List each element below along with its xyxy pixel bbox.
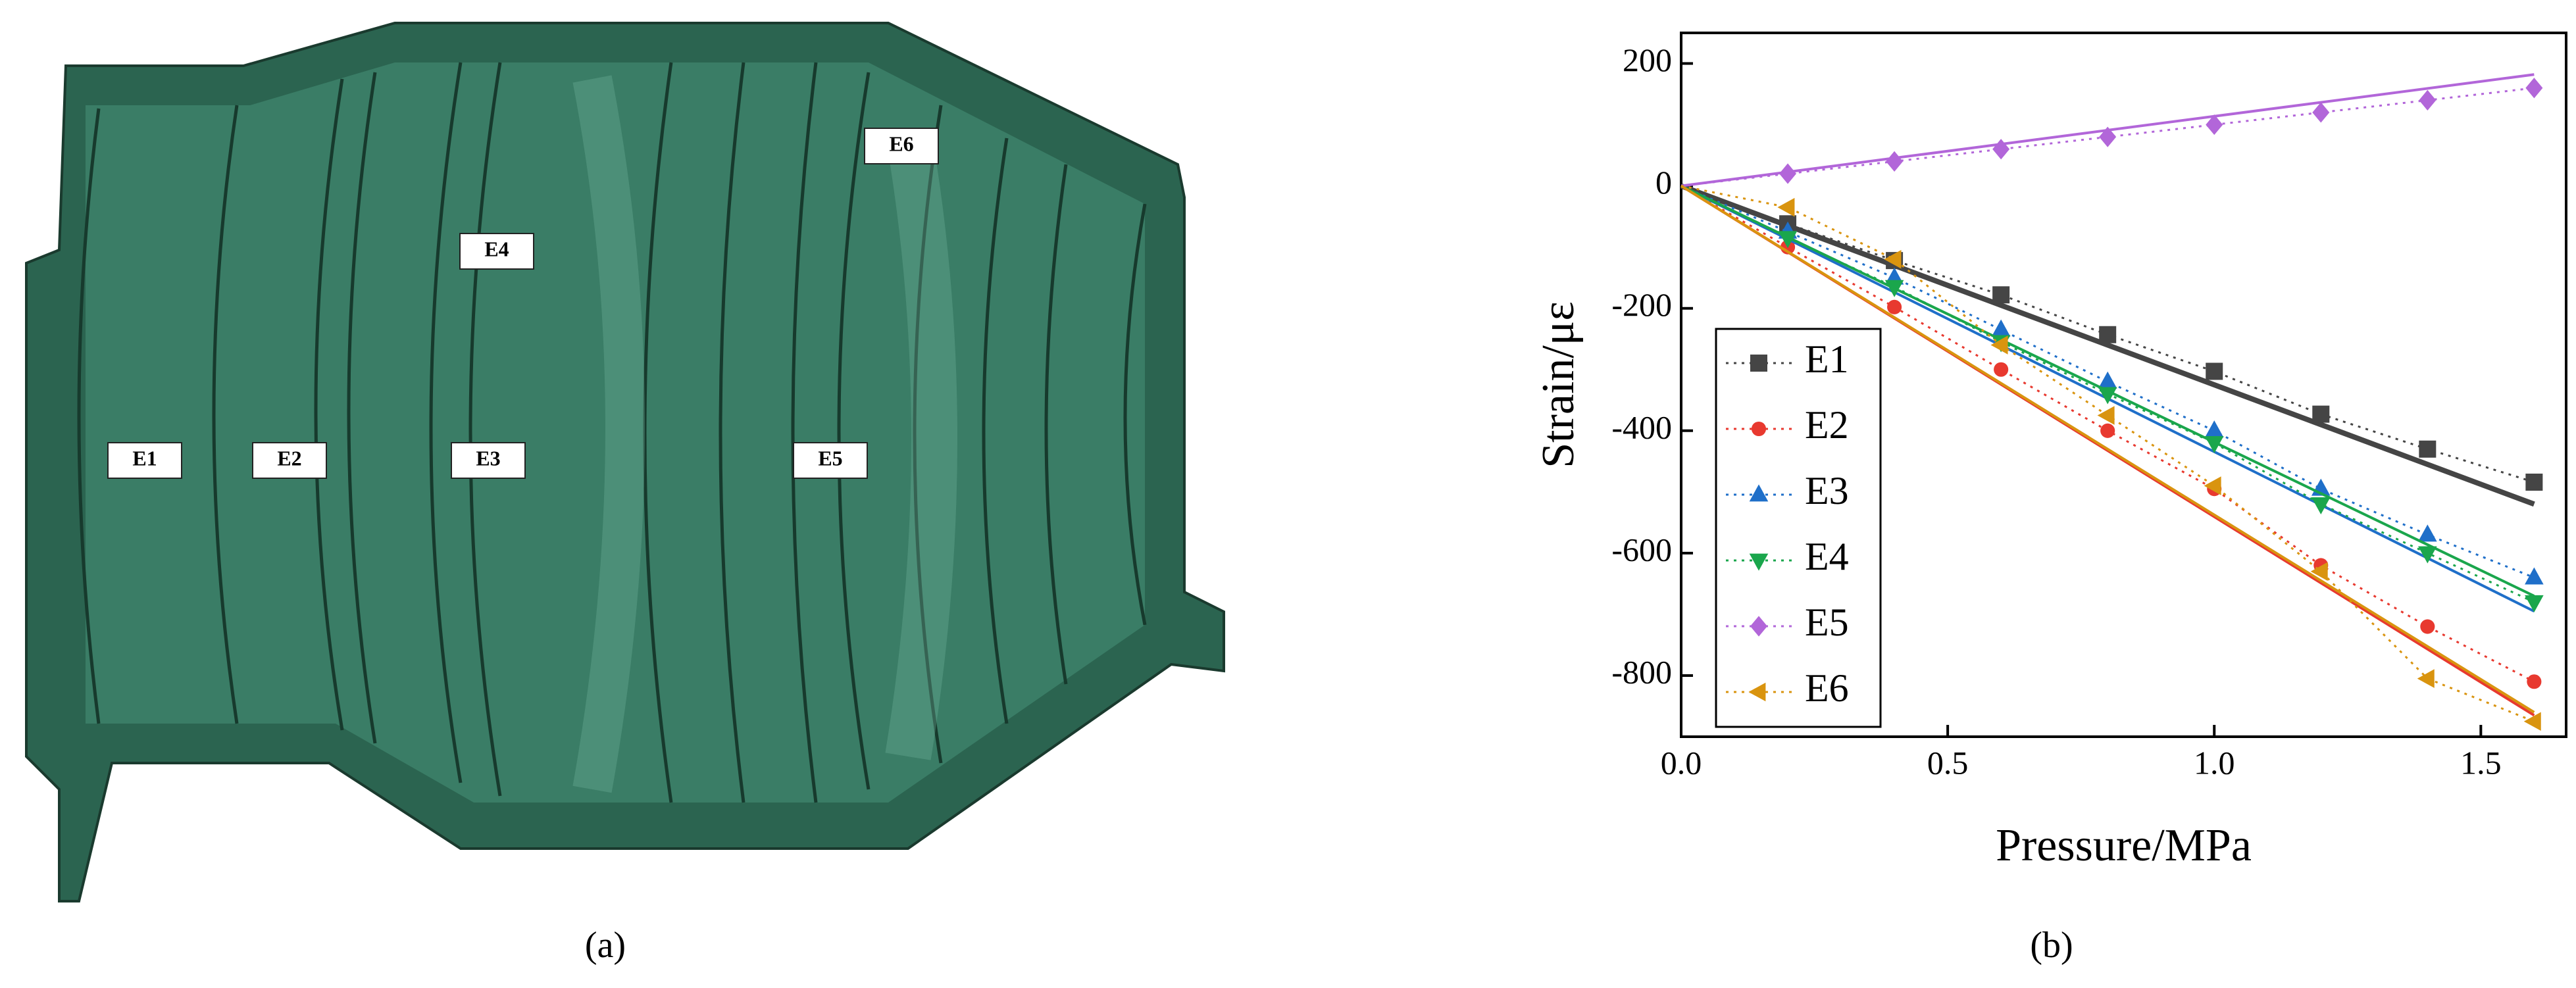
y-tick-label: -800: [1611, 653, 1672, 690]
marker: [2525, 567, 2544, 585]
label-box: [793, 442, 868, 479]
label-box: [107, 442, 182, 479]
legend-marker: [1750, 355, 1767, 372]
y-tick-label: -200: [1611, 286, 1672, 323]
x-tick-label: 1.0: [2194, 744, 2235, 781]
label-box: [864, 128, 939, 164]
marker: [2312, 405, 2330, 423]
y-tick-label: 0: [1655, 164, 1672, 201]
legend-marker: [1750, 616, 1767, 637]
y-axis-title: Strain/με: [1533, 301, 1584, 468]
x-axis-title: Pressure/MPa: [1996, 820, 2252, 871]
marker: [2098, 387, 2117, 405]
marker: [2099, 326, 2117, 343]
legend-label: E4: [1805, 535, 1849, 578]
rings: [77, 62, 1147, 803]
label: E6: [889, 132, 913, 155]
marker: [1887, 299, 1902, 314]
legend-box: [1715, 328, 1882, 728]
marker: [1779, 163, 1797, 184]
marker: [1884, 249, 1902, 269]
legend-marker: [1751, 421, 1767, 437]
data-line: [1680, 87, 2535, 187]
marker: [2204, 420, 2224, 438]
marker: [1994, 362, 2009, 377]
label: E5: [818, 446, 842, 470]
y-tick-label: -400: [1611, 408, 1672, 445]
marker: [2417, 669, 2435, 688]
marker: [2418, 546, 2437, 564]
x-tick-label: 1.5: [2460, 744, 2502, 781]
marker: [2420, 619, 2435, 634]
fit-line: [1680, 183, 2535, 507]
strain-gauge-labels: E1 E2 E3 E4 E5 E6: [107, 128, 939, 479]
legend-label: E1: [1805, 337, 1849, 381]
marker: [2206, 362, 2223, 380]
marker: [2099, 126, 2117, 147]
label: E1: [132, 446, 157, 470]
marker: [1991, 319, 2011, 337]
marker: [2311, 497, 2331, 515]
marker: [2525, 473, 2543, 491]
legend-label: E3: [1805, 469, 1849, 512]
marker: [2525, 595, 2544, 612]
marker: [1990, 335, 2008, 355]
fit-line: [1680, 184, 2535, 714]
legend-marker: [1748, 682, 1766, 702]
marker: [2527, 674, 2542, 689]
marker: [2310, 562, 2328, 581]
label-box: [252, 442, 327, 479]
marker: [2312, 102, 2330, 123]
plot-frame: [1680, 32, 2567, 738]
caption-b: (b): [2030, 925, 2073, 966]
marker: [2419, 89, 2437, 111]
marker: [1777, 197, 1795, 217]
marker: [2098, 371, 2117, 389]
marker: [2204, 435, 2224, 453]
marker: [2204, 476, 2221, 495]
marker: [1886, 151, 1904, 172]
marker: [2206, 114, 2223, 136]
marker: [2419, 440, 2437, 458]
marker: [2097, 406, 2115, 425]
label-box: [459, 233, 534, 270]
marker: [2418, 524, 2437, 542]
marker: [1992, 139, 2010, 160]
legend-label: E6: [1805, 666, 1849, 710]
y-tick-label: 200: [1623, 41, 1672, 78]
marker: [2523, 712, 2541, 731]
marker: [2525, 78, 2543, 99]
legend-marker: [1749, 484, 1769, 502]
label-box: [451, 442, 526, 479]
caption-a: (a): [585, 925, 626, 966]
marker: [1884, 280, 1904, 297]
marker: [1778, 231, 1798, 249]
legend-marker: [1749, 553, 1769, 571]
x-tick-label: 0.5: [1927, 744, 1969, 781]
legend-label: E5: [1805, 601, 1849, 644]
marker: [1992, 286, 2010, 304]
y-tick-label: -600: [1611, 531, 1672, 568]
label: E4: [484, 237, 509, 260]
label: E3: [476, 446, 500, 470]
housing-inner: [86, 62, 1145, 803]
label: E2: [277, 446, 301, 470]
cad-drawing: [25, 22, 1225, 902]
legend-label: E2: [1805, 403, 1849, 447]
marker: [2100, 423, 2115, 438]
x-tick-label: 0.0: [1661, 744, 1702, 781]
